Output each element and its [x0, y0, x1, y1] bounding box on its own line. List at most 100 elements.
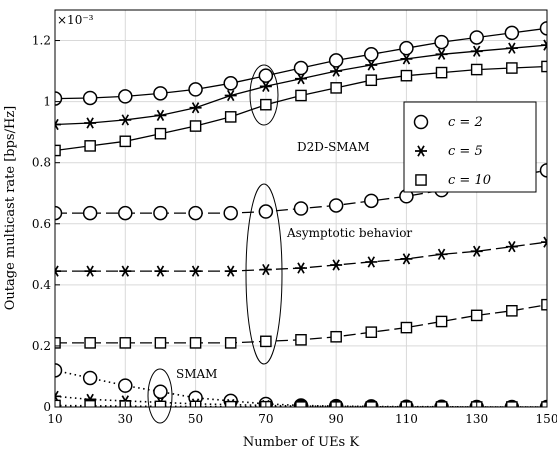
star-marker: [119, 265, 132, 277]
star-marker: [259, 80, 272, 92]
square-marker: [470, 63, 483, 76]
circle-marker: [55, 363, 63, 378]
x-axis-label: Number of UEs K: [243, 435, 359, 450]
y-tick-label: 0.4: [32, 278, 51, 292]
star-marker: [435, 48, 448, 60]
star-marker: [365, 256, 378, 268]
square-marker: [541, 60, 547, 73]
square-marker: [119, 337, 132, 349]
star-marker: [505, 241, 518, 253]
star-marker: [84, 393, 97, 405]
square-marker: [295, 334, 307, 346]
square-marker: [435, 315, 448, 328]
circle-marker: [504, 25, 520, 41]
star-marker: [119, 114, 132, 126]
series-star-solid: [55, 39, 547, 131]
star-marker: [470, 45, 483, 57]
star-marker: [189, 102, 202, 114]
star-marker: [330, 65, 343, 77]
circle-marker: [118, 89, 133, 104]
star-marker: [154, 109, 167, 121]
annotation-ellipse-smam: [147, 368, 173, 424]
y-tick-label: 0.8: [32, 156, 51, 170]
x-tick-label: 110: [395, 412, 418, 426]
square-marker: [224, 111, 237, 123]
star-marker: [470, 245, 483, 257]
y-axis-label: Outage multicast rate [bps/Hz]: [3, 106, 18, 311]
circle-marker: [82, 205, 98, 221]
star-marker: [259, 263, 272, 276]
circle-marker: [293, 60, 309, 76]
square-marker: [154, 337, 167, 349]
square-marker: [84, 337, 96, 349]
circle-marker: [55, 205, 63, 221]
circle-marker: [258, 204, 274, 219]
circle-marker: [539, 21, 547, 36]
square-marker: [224, 337, 237, 349]
y-tick-label: 0: [43, 400, 51, 414]
circle-marker: [364, 47, 379, 62]
square-marker: [415, 174, 427, 186]
x-tick-label: 150: [536, 412, 557, 426]
circle-marker: [153, 205, 168, 221]
circle-marker: [328, 198, 344, 213]
x-tick-label: 90: [329, 412, 344, 426]
y-tick-label: 0.6: [32, 217, 51, 231]
square-marker: [189, 337, 202, 349]
x-tick-label: 30: [118, 412, 133, 426]
star-marker: [84, 265, 97, 277]
star-marker: [365, 59, 378, 71]
square-marker: [470, 309, 483, 322]
circle-marker: [413, 114, 429, 130]
circle-marker: [364, 193, 379, 209]
square-marker: [330, 330, 342, 343]
star-marker: [295, 73, 307, 85]
annotation-ellipse-d2d: [249, 64, 279, 126]
circle-marker: [82, 370, 98, 386]
star-marker: [224, 265, 237, 277]
x-tick-label: 130: [465, 412, 488, 426]
legend-markers: [413, 114, 429, 186]
square-marker: [119, 135, 132, 148]
square-marker: [84, 140, 96, 152]
circle-marker: [188, 82, 203, 97]
star-marker: [435, 248, 448, 260]
annotation-smam: SMAM: [176, 367, 217, 381]
circle-marker: [434, 34, 449, 50]
circle-marker: [328, 53, 344, 68]
x-tick-label: 70: [258, 412, 273, 426]
circle-marker: [258, 68, 274, 83]
series-circle-solid: [55, 21, 547, 106]
legend: c = 2 c = 5 c = 10: [403, 101, 537, 193]
star-marker: [400, 253, 413, 265]
star-marker: [84, 117, 97, 129]
y-tick-label: 1.2: [32, 34, 51, 48]
square-marker: [189, 120, 202, 132]
circle-marker: [118, 205, 133, 221]
square-marker: [506, 305, 518, 317]
plot-frame: [54, 9, 548, 408]
circle-marker: [399, 40, 414, 56]
legend-label-c10: c = 10: [448, 173, 491, 188]
star-marker: [505, 42, 518, 54]
circle-marker: [118, 378, 133, 393]
legend-label-c2: c = 2: [448, 115, 483, 130]
circle-marker: [539, 163, 547, 178]
square-marker: [154, 127, 167, 140]
x-tick-label: 50: [188, 412, 203, 426]
star-marker: [415, 145, 427, 157]
axis-ticks: 10 30 50 70 90 110 130 150 0 0.2 0.4 0.6 0.8 1 1.2: [32, 34, 557, 426]
star-marker: [295, 262, 307, 274]
circle-marker: [223, 76, 238, 91]
y-multiplier: ×10⁻³: [57, 13, 94, 27]
square-marker: [260, 335, 272, 348]
x-tick-label: 10: [47, 412, 62, 426]
series-square-solid: [55, 60, 547, 157]
star-marker: [400, 53, 413, 65]
series-star-dashed: [55, 236, 547, 277]
annotation-ellipse-asymptotic: [245, 183, 283, 365]
square-marker: [260, 98, 272, 111]
circle-marker: [82, 90, 98, 106]
circle-marker: [153, 86, 168, 101]
